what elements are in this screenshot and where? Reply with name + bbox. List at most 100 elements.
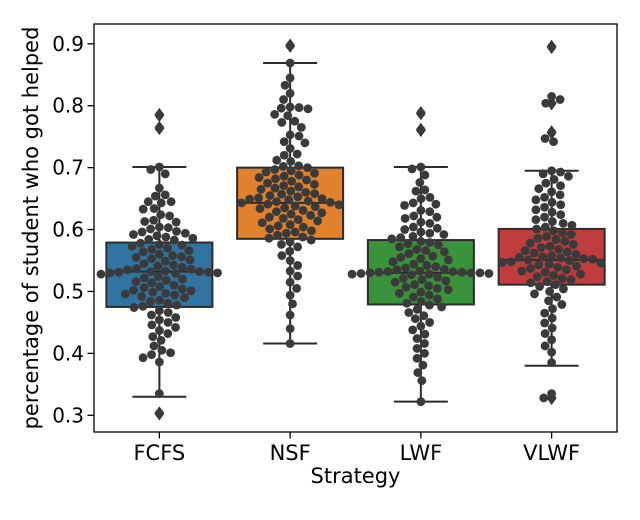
- swarm-point: [365, 268, 375, 278]
- swarm-point: [276, 103, 286, 113]
- swarm-point: [448, 267, 458, 277]
- swarm-point: [285, 58, 295, 68]
- swarm-point: [531, 205, 541, 215]
- swarm-point: [538, 169, 548, 179]
- swarm-point: [132, 264, 141, 273]
- swarm-point: [105, 268, 115, 278]
- swarm-point: [540, 318, 550, 328]
- swarm-point: [424, 290, 434, 300]
- x-axis-label: Strategy: [310, 464, 401, 488]
- swarm-point: [398, 274, 408, 283]
- swarm-point: [272, 197, 281, 207]
- swarm-point: [303, 163, 312, 173]
- swarm-FCFS: [96, 110, 222, 418]
- swarm-point: [540, 308, 550, 318]
- swarm-point: [416, 217, 426, 227]
- x-tick-label: VLWF: [523, 441, 580, 465]
- y-tick-label: 0.8: [52, 94, 84, 118]
- swarm-point: [146, 224, 155, 234]
- swarm-point: [154, 222, 164, 232]
- swarm-point: [272, 155, 282, 165]
- swarm-point: [539, 393, 549, 403]
- swarm-point: [408, 198, 418, 208]
- swarm-point: [588, 254, 598, 264]
- swarm-point: [432, 223, 442, 233]
- swarm-point: [424, 281, 434, 291]
- swarm-point: [484, 269, 494, 278]
- swarm-point: [356, 269, 366, 278]
- y-tick-label: 0.6: [52, 218, 84, 242]
- swarm-point: [412, 305, 422, 314]
- swarm-point: [412, 353, 422, 363]
- swarm-point: [147, 278, 157, 288]
- swarm-point: [439, 247, 449, 257]
- swarm-point: [163, 318, 173, 327]
- swarm-point: [264, 233, 274, 243]
- swarm-point: [213, 268, 222, 278]
- swarm-point: [285, 256, 295, 265]
- swarm-point: [317, 194, 327, 203]
- swarm-point: [416, 125, 426, 135]
- swarm-point: [566, 275, 576, 285]
- swarm-point: [245, 194, 255, 204]
- swarm-point: [204, 267, 213, 277]
- swarm-point: [279, 150, 289, 160]
- swarm-point: [395, 242, 404, 252]
- swarm-point: [149, 215, 159, 225]
- swarm-point: [293, 261, 303, 270]
- swarm-point: [401, 263, 411, 273]
- swarm-point: [177, 240, 187, 250]
- swarm-point: [387, 234, 397, 244]
- swarm-point: [416, 397, 426, 407]
- swarm-point: [408, 222, 418, 232]
- swarm-point: [540, 267, 550, 277]
- swarm-point: [547, 187, 557, 197]
- swarm-point: [576, 269, 585, 279]
- swarm-point: [416, 287, 426, 297]
- swarm-point: [540, 329, 550, 338]
- swarm-point: [416, 162, 426, 172]
- swarm-point: [409, 259, 419, 269]
- swarm-point: [271, 174, 280, 184]
- swarm-point: [425, 207, 435, 216]
- swarm-point: [137, 227, 147, 237]
- swarm-point: [294, 170, 304, 180]
- swarm-point: [551, 280, 560, 290]
- swarm-point: [417, 376, 427, 386]
- swarm-point: [540, 192, 549, 202]
- swarm-point: [547, 207, 557, 217]
- swarm-point: [286, 157, 296, 166]
- swarm-point: [506, 257, 516, 267]
- swarm-point: [156, 335, 166, 345]
- swarm-point: [540, 341, 550, 351]
- swarm-point: [557, 228, 567, 238]
- swarm-point: [177, 284, 187, 294]
- swarm-point: [161, 288, 171, 298]
- swarm-point: [290, 201, 300, 211]
- swarm-point: [306, 235, 316, 245]
- swarm-point: [514, 253, 524, 262]
- swarm-point: [417, 275, 427, 285]
- swarm-point: [160, 190, 170, 200]
- swarm-point: [541, 98, 551, 108]
- swarm-point: [147, 254, 156, 264]
- swarm-point: [255, 204, 265, 213]
- swarm-point: [390, 277, 400, 287]
- swarm-point: [408, 231, 418, 241]
- swarm-point: [416, 227, 426, 237]
- swarm-point: [545, 241, 555, 251]
- swarm-point: [270, 183, 280, 193]
- swarm-point: [572, 261, 581, 271]
- swarm-point: [154, 240, 164, 249]
- swarm-point: [296, 122, 306, 132]
- swarm-point: [424, 269, 434, 279]
- swarm-point: [137, 292, 147, 301]
- swarm-point: [547, 323, 557, 333]
- swarm-point: [293, 215, 303, 225]
- swarm-point: [287, 176, 296, 186]
- swarm-point: [154, 183, 164, 193]
- y-tick-label: 0.4: [52, 341, 84, 365]
- swarm-point: [531, 215, 541, 225]
- swarm-point: [285, 130, 295, 140]
- swarm-point: [416, 254, 426, 264]
